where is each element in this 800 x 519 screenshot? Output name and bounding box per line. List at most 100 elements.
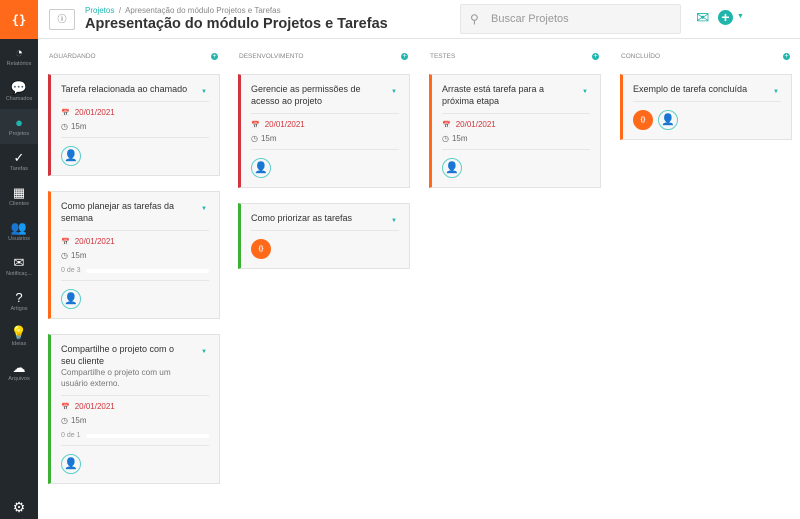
task-title: Gerencie as permissões de acesso ao proj…	[251, 83, 399, 114]
pie-chart-icon: ◔	[15, 45, 23, 60]
sidebar-item-8[interactable]: 💡 Ideias	[0, 319, 38, 354]
chevron-down-icon[interactable]: ▼	[582, 89, 588, 95]
task-card[interactable]: Como priorizar as tarefas ▼ {}	[238, 203, 410, 269]
chevron-down-icon[interactable]: ▼	[391, 89, 397, 95]
clock-icon: ◷	[251, 134, 258, 143]
user-avatar-icon[interactable]: 👤	[251, 158, 271, 178]
column-title: DESENVOLVIMENTO	[239, 52, 304, 60]
logo[interactable]: {}	[0, 0, 38, 39]
task-date: 20/01/2021	[74, 402, 115, 411]
task-title: Arraste está tarefa para a próxima etapa	[442, 83, 590, 114]
sidebar-item-5[interactable]: 👥 Usuários	[0, 214, 38, 249]
task-duration: 15m	[70, 251, 87, 260]
column-title: AGUARDANDO	[49, 52, 96, 60]
chevron-down-icon[interactable]: ▼	[737, 13, 744, 20]
sidebar-item-label: Artigos	[10, 306, 28, 312]
sidebar-item-label: Chamados	[5, 96, 33, 102]
chevron-down-icon[interactable]: ▼	[391, 218, 397, 224]
sidebar-item-2[interactable]: ● Projetos	[0, 109, 38, 144]
task-duration: 15m	[70, 122, 87, 131]
column-title: TESTES	[430, 52, 456, 60]
calendar-icon: 📅	[61, 404, 70, 411]
clock-icon: ◷	[61, 122, 68, 131]
column-2: TESTES + Arraste está tarefa para a próxi…	[429, 50, 601, 203]
sidebar-item-0[interactable]: ◔ Relatórios	[0, 39, 38, 74]
sidebar-item-label: Projetos	[8, 131, 30, 137]
sidebar-item-9[interactable]: ☁ Arquivos	[0, 354, 38, 389]
search-placeholder: Buscar Projetos	[491, 13, 569, 25]
column-3: CONCLUÍDO + Exemplo de tarefa concluída ▼ {…	[620, 50, 792, 155]
envelope-icon: ✉	[13, 255, 25, 270]
sidebar-item-3[interactable]: ✓ Tarefas	[0, 144, 38, 179]
breadcrumb-projetos[interactable]: Projetos	[85, 6, 115, 15]
sidebar-item-label: Ideias	[11, 341, 27, 347]
add-button[interactable]: +	[718, 10, 733, 25]
users-icon: 👥	[10, 220, 28, 235]
calendar-icon: 📅	[442, 122, 451, 129]
info-button[interactable]: ⓘ	[49, 9, 75, 30]
sidebar: {} ◔ Relatórios 💬 Chamados ● Projetos ✓ Tarefas…	[0, 0, 38, 519]
sidebar-item-7[interactable]: ? Artigos	[0, 284, 38, 319]
task-title: Como priorizar as tarefas	[251, 212, 399, 231]
calendar-icon: 📅	[61, 239, 70, 246]
task-card[interactable]: Como planejar as tarefas da semana ▼ 📅 20/0…	[48, 191, 220, 319]
user-avatar-icon[interactable]: 👤	[658, 110, 678, 130]
avatar[interactable]: {}	[633, 110, 653, 130]
task-card[interactable]: Exemplo de tarefa concluída ▼ {} 👤	[620, 74, 792, 140]
sidebar-item-label: Relatórios	[6, 61, 32, 67]
checklist-count: 0 de 1	[61, 432, 81, 439]
progress-bar	[86, 433, 209, 438]
column-0: AGUARDANDO + Tarefa relacionada ao chamad…	[48, 50, 220, 499]
search-icon: ⚲	[470, 12, 479, 26]
user-avatar-icon[interactable]: 👤	[61, 146, 81, 166]
sidebar-item-label: Tarefas	[9, 166, 29, 172]
breadcrumb-current: Apresentação do módulo Projetos e Tarefa…	[125, 6, 281, 15]
task-date: 20/01/2021	[74, 237, 115, 246]
user-avatar-icon[interactable]: 👤	[61, 289, 81, 309]
sidebar-item-label: Usuários	[8, 236, 30, 242]
gear-icon[interactable]: ⚙	[12, 499, 26, 515]
chevron-down-icon[interactable]: ▼	[201, 89, 207, 95]
clock-icon: ◷	[442, 134, 449, 143]
task-card[interactable]: Gerencie as permissões de acesso ao proj…	[238, 74, 410, 188]
chevron-down-icon[interactable]: ▼	[201, 349, 207, 355]
calendar-icon: 📅	[251, 122, 260, 129]
info-icon: ⓘ	[57, 14, 67, 24]
sidebar-item-label: Notificaç...	[6, 271, 32, 277]
chevron-down-icon[interactable]: ▼	[201, 206, 207, 212]
add-task-icon[interactable]: +	[783, 52, 790, 60]
task-duration: 15m	[260, 134, 277, 143]
sidebar-item-6[interactable]: ✉ Notificaç...	[0, 249, 38, 284]
chevron-down-icon[interactable]: ▼	[773, 89, 779, 95]
task-card[interactable]: Compartilhe o projeto com o seu cliente C…	[48, 334, 220, 484]
task-date: 20/01/2021	[264, 120, 305, 129]
column-title: CONCLUÍDO	[621, 52, 661, 60]
clock-icon: ◷	[61, 251, 68, 260]
add-task-icon[interactable]: +	[592, 52, 599, 60]
task-title: Como planejar as tarefas da semana	[61, 200, 209, 231]
sidebar-item-4[interactable]: ▦ Clientes	[0, 179, 38, 214]
breadcrumb: Projetos / Apresentação do módulo Projet…	[85, 6, 281, 15]
avatar[interactable]: {}	[251, 239, 271, 259]
task-card[interactable]: Tarefa relacionada ao chamado ▼ 📅 20/01/202…	[48, 74, 220, 176]
column-1: DESENVOLVIMENTO + Gerencie as permissões …	[238, 50, 410, 284]
task-card[interactable]: Arraste está tarefa para a próxima etapa…	[429, 74, 601, 188]
lightbulb-icon: 💡	[10, 325, 28, 340]
add-task-icon[interactable]: +	[401, 52, 408, 60]
building-icon: ▦	[12, 185, 26, 200]
progress-bar	[86, 268, 209, 273]
add-task-icon[interactable]: +	[211, 52, 218, 60]
question-icon: ?	[15, 290, 23, 305]
cloud-icon: ☁	[12, 360, 26, 375]
checklist-count: 0 de 3	[61, 267, 81, 274]
envelope-icon[interactable]: ✉	[696, 10, 710, 27]
search-input[interactable]: ⚲ Buscar Projetos	[460, 4, 681, 34]
clock-icon: ◷	[61, 416, 68, 425]
user-avatar-icon[interactable]: 👤	[442, 158, 462, 178]
task-date: 20/01/2021	[455, 120, 496, 129]
check-icon: ✓	[13, 150, 25, 165]
user-avatar-icon[interactable]: 👤	[61, 454, 81, 474]
task-title: Tarefa relacionada ao chamado	[61, 83, 209, 102]
task-duration: 15m	[70, 416, 87, 425]
sidebar-item-1[interactable]: 💬 Chamados	[0, 74, 38, 109]
